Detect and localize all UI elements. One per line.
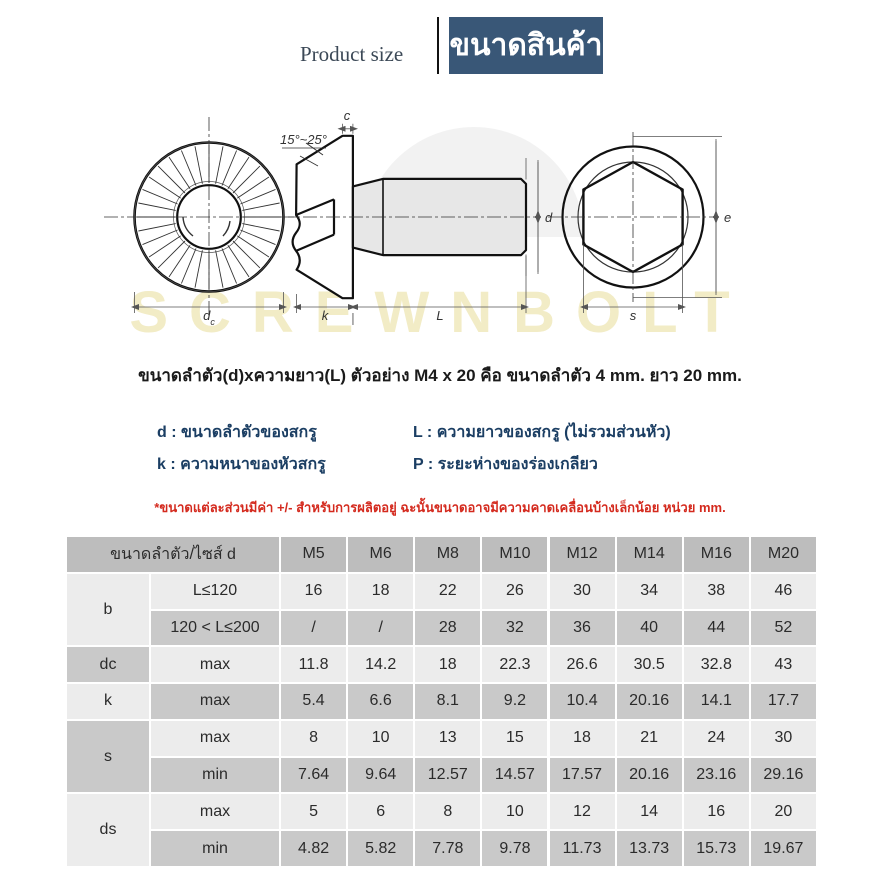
svg-text:c: c — [344, 108, 351, 123]
svg-text:e: e — [724, 210, 731, 225]
svg-text:k: k — [322, 308, 330, 323]
svg-text:15°~25°: 15°~25° — [280, 132, 327, 147]
svg-text:dc: dc — [203, 308, 215, 327]
svg-text:d: d — [545, 210, 553, 225]
svg-text:L: L — [436, 308, 443, 323]
svg-text:s: s — [630, 308, 637, 323]
